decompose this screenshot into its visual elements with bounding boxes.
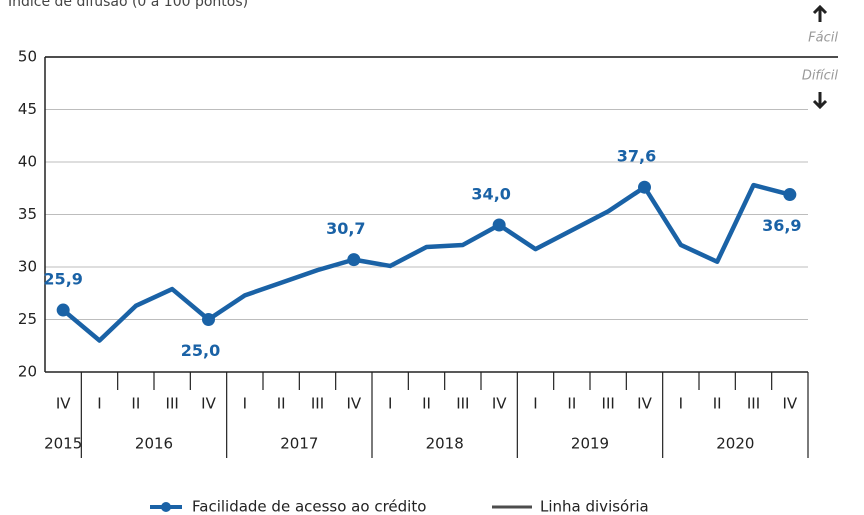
x-tick-label: IV	[492, 395, 507, 413]
value-label: 25,0	[181, 341, 220, 360]
y-tick-label: 50	[18, 48, 37, 66]
x-tick-label: IV	[56, 395, 71, 413]
x-tick-label: IV	[782, 395, 797, 413]
y-tick-label: 40	[18, 153, 37, 171]
value-label: 36,9	[762, 216, 801, 235]
year-label: 2015	[44, 435, 82, 453]
y-tick-label: 35	[18, 205, 37, 223]
point	[492, 218, 506, 232]
point	[347, 253, 361, 267]
point	[783, 188, 797, 202]
legend-marker	[161, 502, 171, 512]
year-label: 2017	[280, 435, 318, 453]
x-tick-label: I	[243, 395, 247, 413]
arrow-down	[812, 92, 828, 110]
year-label: 2020	[716, 435, 754, 453]
y-tick-label: 30	[18, 258, 37, 276]
x-tick-label: II	[422, 395, 431, 413]
x-tick-label: IV	[346, 395, 361, 413]
annotation: Fácil	[808, 31, 838, 46]
point	[56, 303, 70, 317]
value-label: 25,9	[43, 270, 82, 289]
legend-label: Linha divisória	[540, 498, 649, 515]
x-tick-label: III	[747, 395, 760, 413]
x-tick-label: II	[567, 395, 576, 413]
x-tick-label: III	[311, 395, 324, 413]
point	[638, 180, 651, 194]
y-tick-label: 25	[18, 310, 37, 328]
y-tick-label: 20	[18, 363, 37, 381]
x-tick-label: IV	[637, 395, 652, 413]
y-tick-label: 45	[18, 100, 37, 118]
year-label: 2019	[571, 435, 609, 453]
x-tick-label: I	[679, 395, 683, 413]
legend-label: Facilidade de acesso ao crédito	[192, 498, 426, 515]
annotation: Difícil	[802, 69, 839, 84]
x-tick-label: I	[97, 395, 101, 413]
series-line	[61, 182, 791, 343]
chart-title: Índice de difusão (0 a 100 pontos)	[8, 0, 248, 10]
year-label: 2016	[135, 435, 173, 453]
x-tick-label: I	[533, 395, 537, 413]
x-tick-label: II	[131, 395, 140, 413]
year-label: 2018	[426, 435, 464, 453]
x-tick-label: II	[713, 395, 722, 413]
point	[202, 313, 215, 326]
value-label: 34,0	[471, 185, 510, 204]
arrow-up	[812, 4, 828, 22]
value-label: 37,6	[617, 147, 656, 166]
x-tick-label: III	[166, 395, 179, 413]
x-tick-label: I	[388, 395, 392, 413]
x-tick-label: III	[602, 395, 615, 413]
x-tick-label: IV	[201, 395, 216, 413]
x-tick-label: II	[277, 395, 286, 413]
x-tick-label: III	[456, 395, 469, 413]
value-label: 30,7	[326, 219, 365, 238]
